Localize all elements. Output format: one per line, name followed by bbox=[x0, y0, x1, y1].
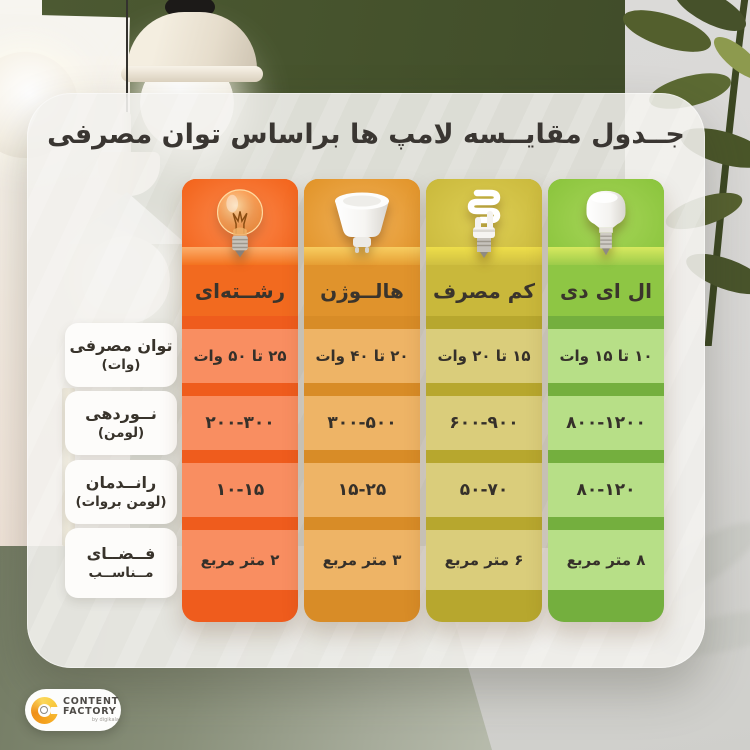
lamp-image-area bbox=[304, 179, 420, 253]
pendant-wire bbox=[126, 0, 128, 118]
row-header-label: نــوردهی bbox=[85, 404, 157, 424]
value-cell: ۱۵-۲۵ bbox=[304, 463, 420, 517]
lamp-image-area bbox=[548, 179, 664, 256]
value-cell: ۱۰ تا ۱۵ وات bbox=[548, 329, 664, 383]
row-header-efficiency: رانــدمان (لومن بروات) bbox=[65, 460, 177, 524]
value-cell: ۳۰۰-۵۰۰ bbox=[304, 396, 420, 450]
logo-line-2: FACTORY bbox=[63, 705, 117, 717]
value-cell: ۶۰۰-۹۰۰ bbox=[426, 396, 542, 450]
value-cell: ۲۰۰-۳۰۰ bbox=[182, 396, 298, 450]
shine-strip bbox=[548, 247, 664, 265]
row-header-space: فــضــای مــناســب bbox=[65, 528, 177, 598]
value-cell: ۸۰-۱۲۰ bbox=[548, 463, 664, 517]
content-factory-logo-icon bbox=[31, 696, 60, 724]
lamp-column-halogen: هالــوژن ۲۰ تا ۴۰ وات ۳۰۰-۵۰۰ ۱۵-۲۵ ۳ متر مر… bbox=[304, 179, 420, 622]
lamp-image-area bbox=[426, 179, 542, 258]
value-cell: ۲۵ تا ۵۰ وات bbox=[182, 329, 298, 383]
row-header-sublabel: (لومن) bbox=[97, 424, 145, 441]
column-label-led: ال ای دی bbox=[548, 265, 664, 316]
column-label-halogen: هالــوژن bbox=[304, 265, 420, 316]
lamp-column-led: ال ای دی ۱۰ تا ۱۵ وات ۸۰۰-۱۲۰۰ ۸۰-۱۲۰ ۸ متر … bbox=[548, 179, 664, 622]
row-header-label: فــضــای bbox=[86, 544, 156, 564]
incandescent-bulb-icon bbox=[208, 185, 272, 265]
led-bulb-icon bbox=[574, 185, 638, 265]
shine-strip bbox=[304, 247, 420, 265]
value-cell: ۸ متر مربع bbox=[548, 530, 664, 590]
value-cell: ۸۰۰-۱۲۰۰ bbox=[548, 396, 664, 450]
row-header-label: توان مصرفی bbox=[69, 336, 173, 356]
logo-tagline: by digikala bbox=[91, 716, 119, 723]
column-label-cfl: کم مصرف bbox=[426, 265, 542, 316]
value-cell: ۶ متر مربع bbox=[426, 530, 542, 590]
cfl-bulb-icon bbox=[452, 185, 516, 265]
pendant-rim bbox=[121, 66, 263, 82]
row-header-power: توان مصرفی (وات) bbox=[65, 323, 177, 387]
value-cell: ۵۰-۷۰ bbox=[426, 463, 542, 517]
lamp-image-area bbox=[182, 179, 298, 258]
logo-line-1: CONTENT bbox=[63, 696, 119, 708]
content-factory-logo: CONTENT FACTORY by digikala bbox=[25, 689, 121, 731]
row-header-sublabel: مــناســب bbox=[88, 564, 154, 581]
logo-lens bbox=[40, 706, 48, 714]
lamp-column-filament: رشــته‌ای ۲۵ تا ۵۰ وات ۲۰۰-۳۰۰ ۱۰-۱۵ ۲ متر م… bbox=[182, 179, 298, 622]
comparison-card: جــدول مقایــسه لامپ ها براساس توان مصرف… bbox=[27, 93, 705, 668]
row-header-sublabel: (وات) bbox=[101, 356, 141, 373]
row-header-sublabel: (لومن بروات) bbox=[75, 493, 167, 510]
value-cell: ۲ متر مربع bbox=[182, 530, 298, 590]
column-label-filament: رشــته‌ای bbox=[182, 265, 298, 316]
value-cell: ۳ متر مربع bbox=[304, 530, 420, 590]
page-title: جــدول مقایــسه لامپ ها براساس توان مصرف… bbox=[47, 119, 685, 150]
lamp-column-cfl: کم مصرف ۱۵ تا ۲۰ وات ۶۰۰-۹۰۰ ۵۰-۷۰ ۶ متر مرب… bbox=[426, 179, 542, 622]
value-cell: ۲۰ تا ۴۰ وات bbox=[304, 329, 420, 383]
halogen-bulb-icon bbox=[330, 185, 394, 265]
value-cell: ۱۵ تا ۲۰ وات bbox=[426, 329, 542, 383]
row-header-label: رانــدمان bbox=[85, 473, 157, 493]
logo-c-gap bbox=[51, 706, 60, 714]
row-header-lumen: نــوردهی (لومن) bbox=[65, 391, 177, 455]
value-cell: ۱۰-۱۵ bbox=[182, 463, 298, 517]
logo-text: CONTENT FACTORY by digikala bbox=[63, 697, 119, 723]
